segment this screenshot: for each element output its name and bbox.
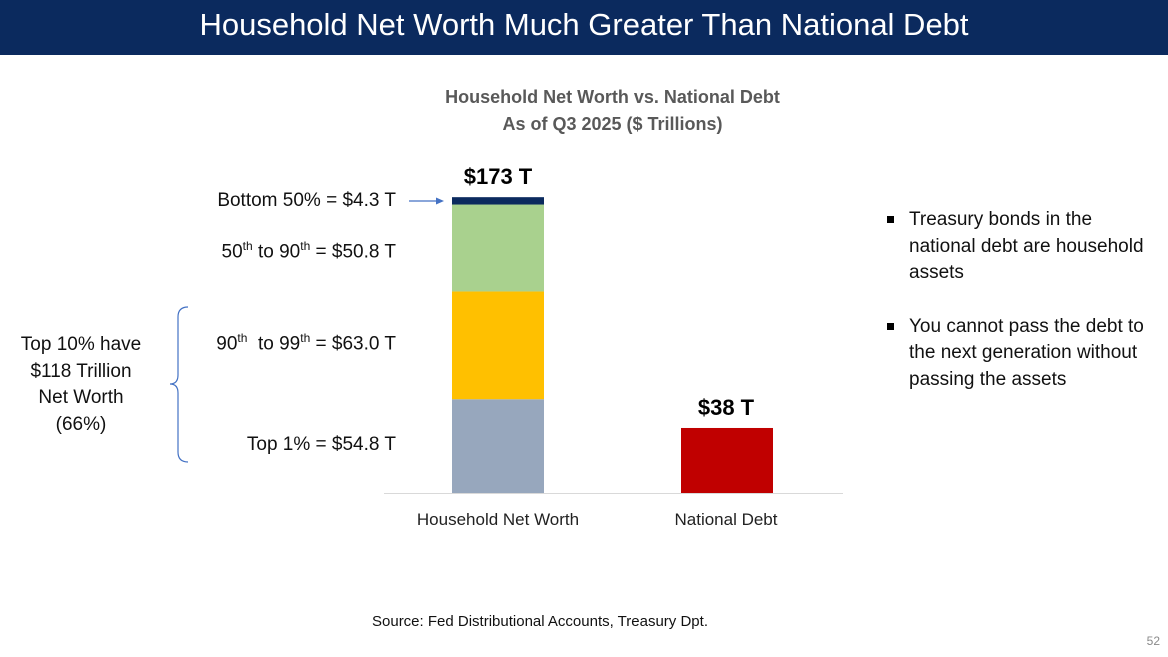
total-label-household: $173 T [464, 164, 533, 189]
chart-title: Household Net Worth vs. National Debt [445, 87, 780, 107]
square-bullet-icon [887, 322, 894, 330]
x-tick-label-household: Household Net Worth [417, 510, 579, 529]
slide-title-banner: Household Net Worth Much Greater Than Na… [0, 0, 1168, 55]
total-label-debt: $38 T [698, 395, 755, 420]
label-90-to-99: 90th to 99th = $63.0 T [216, 331, 396, 355]
label-bottom-50: Bottom 50% = $4.3 T [217, 190, 396, 211]
source-note: Source: Fed Distributional Accounts, Tre… [372, 613, 708, 630]
slide-title: Household Net Worth Much Greater Than Na… [199, 7, 969, 42]
chart-subtitle: As of Q3 2025 ($ Trillions) [502, 114, 723, 134]
arrow-head-icon [436, 197, 444, 205]
top-10-annotation: Top 10% have $118 Trillion Net Worth (66… [20, 334, 142, 435]
bullet-item: Treasury bonds in the national debt are … [885, 207, 1155, 287]
bullet-item: You cannot pass the debt to the next gen… [885, 314, 1155, 394]
label-top-1: Top 1% = $54.8 T [246, 434, 396, 455]
label-50-to-90: 50th to 90th = $50.8 T [221, 239, 396, 263]
square-bullet-icon [887, 216, 894, 223]
bullet-list: Treasury bonds in the national debt are … [885, 207, 1155, 420]
bar-segment-national-debt [681, 427, 773, 493]
page-number: 52 [1146, 634, 1160, 648]
bar-segment-top-1- [452, 399, 544, 493]
bar-segment-90th-to-99th [452, 291, 544, 400]
top-10-bracket [169, 306, 189, 463]
bar-segment-50th-to-90th [452, 204, 544, 292]
x-tick-label-debt: National Debt [674, 510, 777, 529]
bar-segment-bottom-50- [452, 197, 544, 205]
